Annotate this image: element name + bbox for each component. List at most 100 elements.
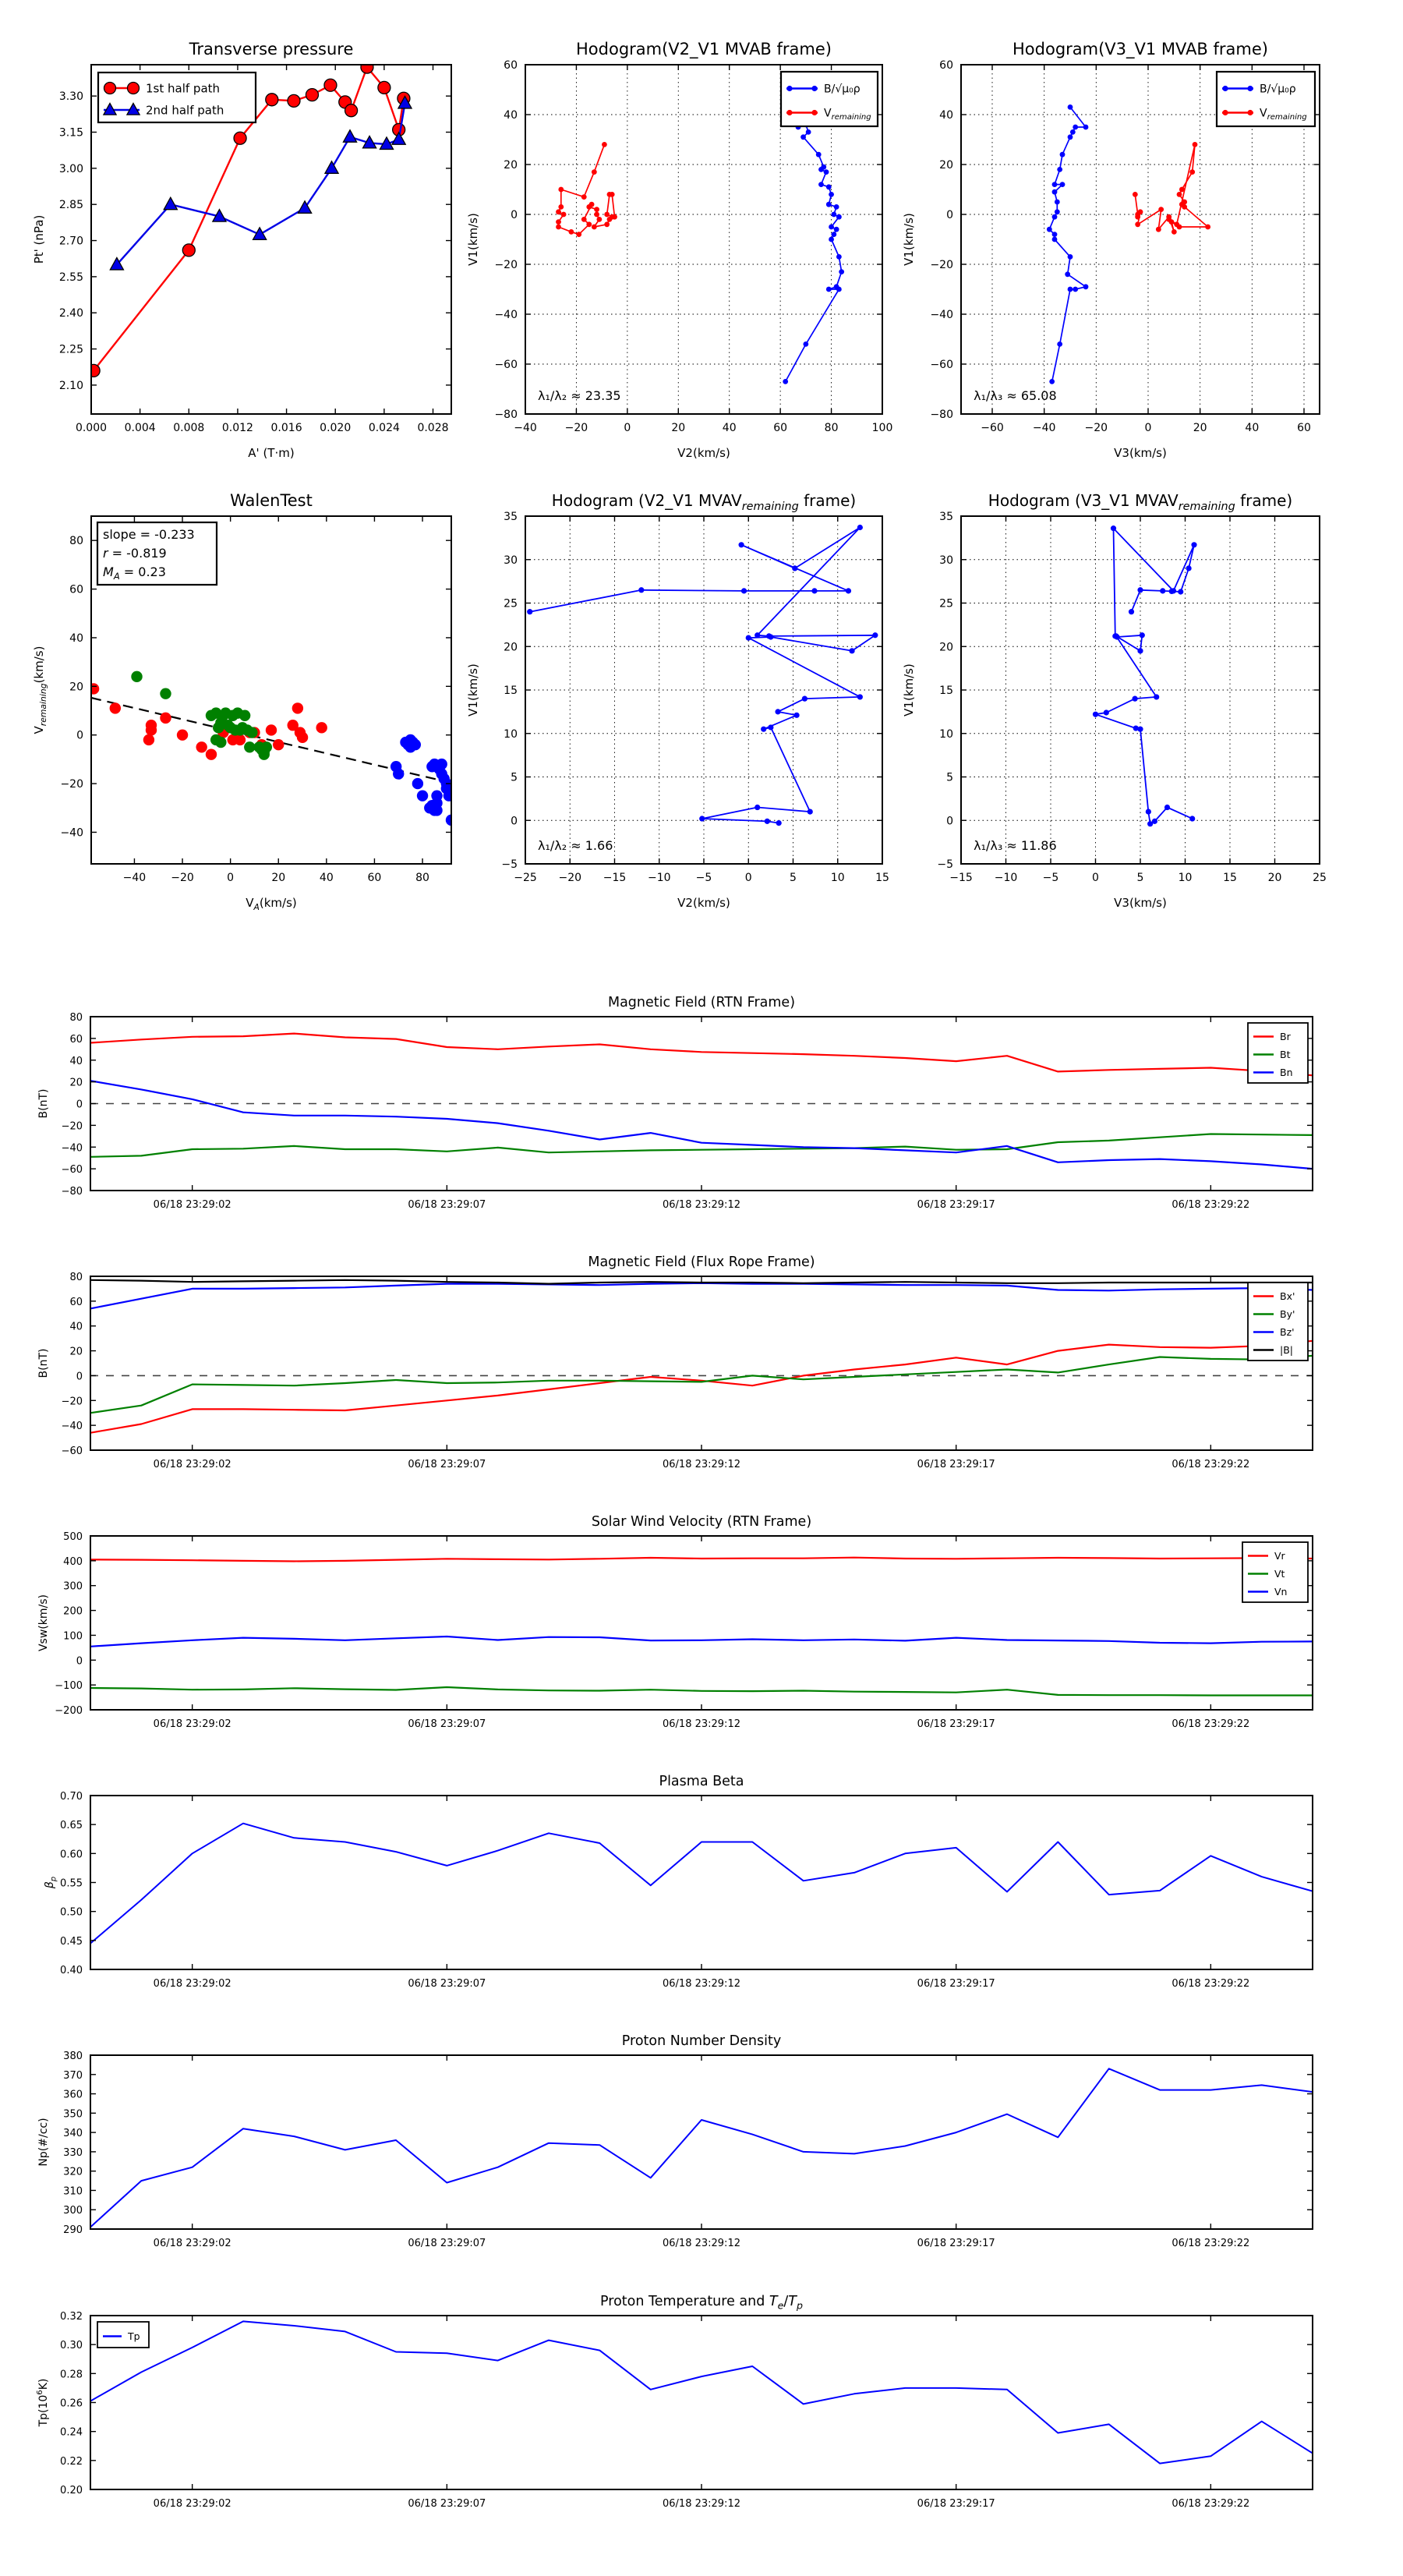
x-tick-label: 06/18 23:29:22 <box>1172 1718 1249 1730</box>
y-axis-label: B(nT) <box>37 1089 50 1119</box>
y-tick-label: 0.26 <box>60 2398 83 2410</box>
data-point-triangle <box>391 131 407 145</box>
x-tick-label: 06/18 23:29:02 <box>154 2498 231 2510</box>
y-tick-label: 80 <box>69 535 83 547</box>
x-tick-label: 06/18 23:29:17 <box>917 1978 995 1990</box>
chart-h3: −25 −20 −15 −10 −5 0 5 10 15 −5 0 5 10 15 20 25 30 35 Hodo… <box>466 491 889 910</box>
legend-label: 2nd half path <box>146 103 224 117</box>
y-tick-label: 300 <box>63 2205 83 2217</box>
x-tick-label: 06/18 23:29:07 <box>408 1978 486 1990</box>
y-tick-label: 60 <box>504 59 518 72</box>
x-tick-label: 06/18 23:29:12 <box>663 2498 740 2510</box>
ticks: 06/18 23:29:02 06/18 23:29:07 06/18 23:29:… <box>55 1531 1313 1730</box>
data-point <box>833 204 839 210</box>
y-tick-label: 0 <box>946 209 953 221</box>
y-tick-label: 2.85 <box>59 199 83 211</box>
data-point <box>1083 284 1089 290</box>
axes-frame <box>90 515 452 865</box>
data-point <box>556 219 561 225</box>
data-point <box>1059 182 1066 188</box>
data-point <box>594 211 599 218</box>
x-tick-label: −5 <box>696 872 712 884</box>
y-tick-label: 40 <box>69 1322 83 1333</box>
data-point <box>775 709 781 715</box>
legend-label: By' <box>1280 1308 1295 1320</box>
data-point <box>1132 192 1138 197</box>
data-point <box>1051 236 1058 242</box>
legend-box <box>97 71 257 124</box>
y-tick-label: 500 <box>63 1531 83 1543</box>
data-point <box>109 702 121 714</box>
series-Bn <box>90 1080 1313 1170</box>
data-point <box>527 609 533 615</box>
data-point <box>845 588 852 594</box>
data-point <box>591 169 597 175</box>
y-tick-label: 0.60 <box>60 1849 83 1860</box>
y-tick-label: 30 <box>504 554 518 567</box>
data-point-triangle <box>211 208 228 222</box>
x-tick-label: 25 <box>1313 872 1327 884</box>
data-point-circle <box>305 87 320 102</box>
chart-tp2: 06/18 23:29:02 06/18 23:29:07 06/18 23:29:… <box>36 2294 1313 2510</box>
y-tick-label: 0.30 <box>60 2340 83 2351</box>
axes-frame <box>90 2054 1313 2230</box>
data-point <box>405 741 416 753</box>
data-point <box>1192 142 1198 147</box>
legend-label: Vr <box>1274 1550 1286 1562</box>
y-tick-label: 20 <box>69 681 83 693</box>
data-point-circle <box>360 65 374 74</box>
data-point-triangle <box>109 257 125 271</box>
y-axis-label: Vsw(km/s) <box>37 1594 50 1651</box>
data-point-triangle <box>342 129 358 143</box>
y-tick-label: 80 <box>69 1272 83 1283</box>
y-tick-label: 400 <box>63 1556 83 1568</box>
data-point <box>1247 85 1253 92</box>
data-point <box>783 379 789 384</box>
data-point <box>443 790 451 801</box>
data-point <box>594 207 599 212</box>
series-Vr <box>90 1556 1313 1562</box>
data-point <box>558 204 564 210</box>
x-tick-label: 06/18 23:29:17 <box>917 1199 995 1211</box>
eigenvalue-annotation: λ₁/λ₃ ≈ 65.08 <box>974 388 1057 403</box>
legend-label: Tp <box>127 2330 140 2342</box>
y-tick-label: −40 <box>62 1421 83 1432</box>
data-point <box>803 341 809 347</box>
series-Np <box>90 2068 1313 2228</box>
series-beta_p <box>90 1822 1313 1944</box>
data-point-triangle <box>163 196 178 211</box>
x-tick-label: 0.012 <box>222 422 253 434</box>
series-group <box>90 2320 1313 2465</box>
data-point <box>1155 226 1161 232</box>
series-B/sqrt(mu0 rho) <box>784 123 843 382</box>
data-point <box>1189 169 1196 175</box>
y-tick-label: 35 <box>504 511 518 523</box>
y-tick-label: 3.00 <box>59 163 83 175</box>
y-tick-label: 15 <box>504 685 518 697</box>
data-point <box>143 734 155 746</box>
data-point <box>1054 199 1060 205</box>
y-tick-label: 10 <box>939 728 953 741</box>
y-tick-label: 25 <box>939 598 953 610</box>
y-axis-label: V1(km/s) <box>902 213 916 266</box>
data-point <box>793 712 800 718</box>
data-point <box>1176 192 1182 197</box>
legend-box <box>1247 1282 1309 1361</box>
x-tick-label: 10 <box>831 872 845 884</box>
data-point <box>1186 565 1192 571</box>
data-point <box>1049 379 1055 384</box>
data-point <box>273 738 284 751</box>
y-tick-label: 0.45 <box>60 1936 83 1948</box>
axes-frame <box>90 2315 1313 2490</box>
x-tick-label: 0 <box>624 422 631 434</box>
series-fit line <box>91 696 451 784</box>
data-point <box>1132 695 1138 702</box>
data-point <box>560 211 567 218</box>
ticks: −40 −20 0 20 40 60 80 100 −80 −60 −40 −20 0 20 40 60 <box>494 59 892 434</box>
x-tick-label: 06/18 23:29:22 <box>1172 2498 1249 2510</box>
x-tick-label: −20 <box>565 422 588 434</box>
data-point <box>1137 587 1143 593</box>
data-point <box>825 201 832 207</box>
x-tick-label: −40 <box>123 872 147 884</box>
data-point <box>1145 809 1151 815</box>
